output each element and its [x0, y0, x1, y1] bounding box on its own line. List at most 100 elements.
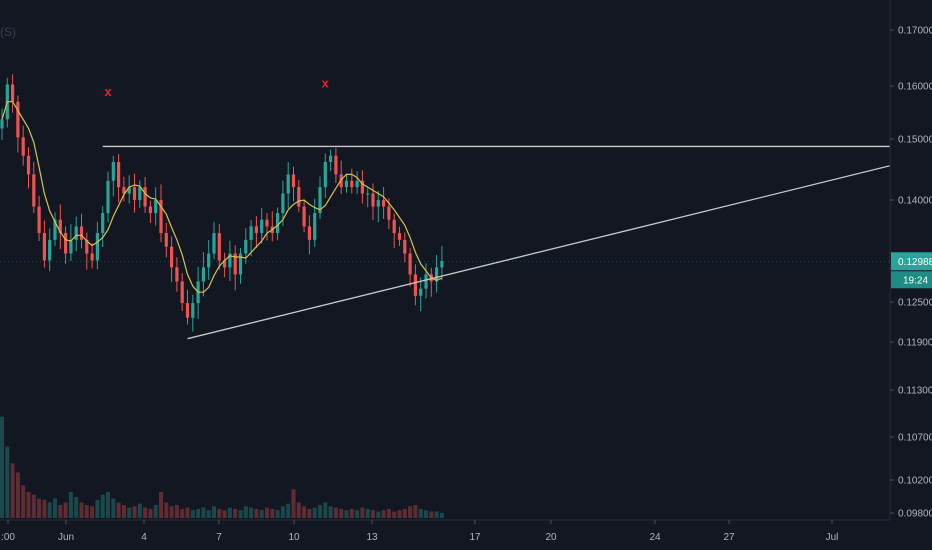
volume-bar	[265, 507, 269, 518]
candle-body	[281, 193, 285, 214]
candle-body	[74, 226, 78, 240]
candle-body	[307, 226, 311, 240]
support-trendline	[187, 165, 891, 340]
candle-body	[334, 155, 338, 175]
candle-body	[408, 253, 412, 275]
candle-body	[159, 200, 163, 234]
candle-body	[143, 187, 147, 207]
volume-bar	[376, 511, 381, 518]
candle-body	[376, 200, 380, 207]
y-tick-label: 0.16000	[898, 82, 932, 93]
volume-bar	[259, 510, 264, 518]
volume-bar	[100, 494, 105, 518]
volume-bar	[434, 511, 439, 518]
candle-body	[291, 174, 296, 188]
candle-body	[21, 137, 25, 156]
volume-bar	[0, 416, 4, 518]
volume-bar	[58, 505, 63, 518]
volume-bars	[0, 416, 444, 518]
candle-body	[435, 267, 439, 282]
volume-bar	[270, 508, 275, 518]
volume-bar	[312, 507, 317, 518]
x-tick-label: 13	[366, 532, 378, 543]
candle-body	[228, 253, 232, 268]
candle-body	[297, 187, 301, 207]
candle-body	[53, 219, 57, 240]
y-tick-label: 0.17000	[898, 26, 932, 37]
volume-bar	[275, 510, 280, 518]
candle-body	[323, 161, 327, 188]
candle-body	[387, 206, 391, 220]
ma-line	[1, 101, 443, 293]
candle-body	[101, 213, 105, 234]
candle-body	[191, 303, 195, 318]
volume-bar	[79, 502, 84, 518]
candle-body	[0, 119, 4, 129]
candle-body	[90, 253, 94, 261]
volume-bar	[68, 492, 73, 518]
x-tick-label: 20	[545, 532, 557, 543]
candle-body	[170, 246, 174, 268]
candle-body	[392, 219, 396, 234]
candle-body	[85, 239, 89, 254]
candle-body	[371, 193, 375, 207]
volume-bar	[323, 502, 328, 518]
candle-body	[276, 213, 280, 234]
volume-bar	[349, 508, 354, 518]
candle-body	[117, 161, 121, 188]
volume-bar	[328, 506, 333, 518]
moving-average	[1, 101, 443, 293]
y-tick-label: 0.09800	[898, 509, 932, 520]
volume-bar	[249, 507, 254, 518]
volume-bar	[439, 512, 444, 518]
volume-bar	[243, 506, 248, 518]
x-tick-label: 24	[649, 532, 661, 543]
volume-bar	[95, 499, 100, 518]
volume-bar	[318, 505, 322, 518]
candle-body	[382, 200, 386, 207]
candle-body	[64, 233, 68, 254]
candle-body	[350, 180, 354, 188]
volume-bar	[280, 506, 285, 518]
volume-bar	[397, 510, 402, 518]
y-tick-label: 0.11900	[898, 338, 932, 349]
volume-bar	[169, 506, 174, 518]
volume-bar	[296, 502, 301, 518]
y-tick-label: 0.10200	[898, 476, 932, 487]
candle-body	[148, 206, 152, 214]
candle-body	[424, 274, 428, 289]
x-tick-label: :00	[1, 532, 15, 543]
volume-bar	[47, 502, 52, 518]
volume-bar	[365, 508, 370, 518]
volume-bar	[339, 508, 344, 518]
volume-bar	[206, 510, 211, 518]
volume-bar	[132, 506, 137, 518]
candle-body	[207, 253, 211, 268]
volume-bar	[381, 510, 386, 518]
volume-bar	[302, 506, 307, 518]
x-tick-label: Jul	[826, 532, 839, 543]
symbol-label: (S)	[0, 25, 16, 39]
candle-body	[164, 233, 168, 247]
candle-body	[265, 219, 269, 227]
last-price-label: 0.12988	[898, 257, 932, 268]
candle-body	[79, 226, 84, 240]
countdown-tag	[891, 271, 932, 289]
volume-bar	[344, 510, 349, 518]
volume-bar	[180, 508, 185, 518]
countdown-label: 19:24	[903, 275, 928, 286]
candle-body	[185, 303, 190, 318]
candle-body	[244, 239, 248, 254]
volume-bar	[53, 498, 57, 518]
volume-bar	[424, 510, 428, 518]
volume-bar	[413, 505, 418, 518]
x-tick-label: 27	[723, 532, 735, 543]
plot-background	[0, 0, 890, 520]
candle-body	[106, 180, 110, 214]
chart-area	[0, 0, 890, 520]
volume-bar	[212, 506, 216, 518]
x-tick-label: 4	[141, 532, 147, 543]
volume-bar	[333, 507, 338, 518]
